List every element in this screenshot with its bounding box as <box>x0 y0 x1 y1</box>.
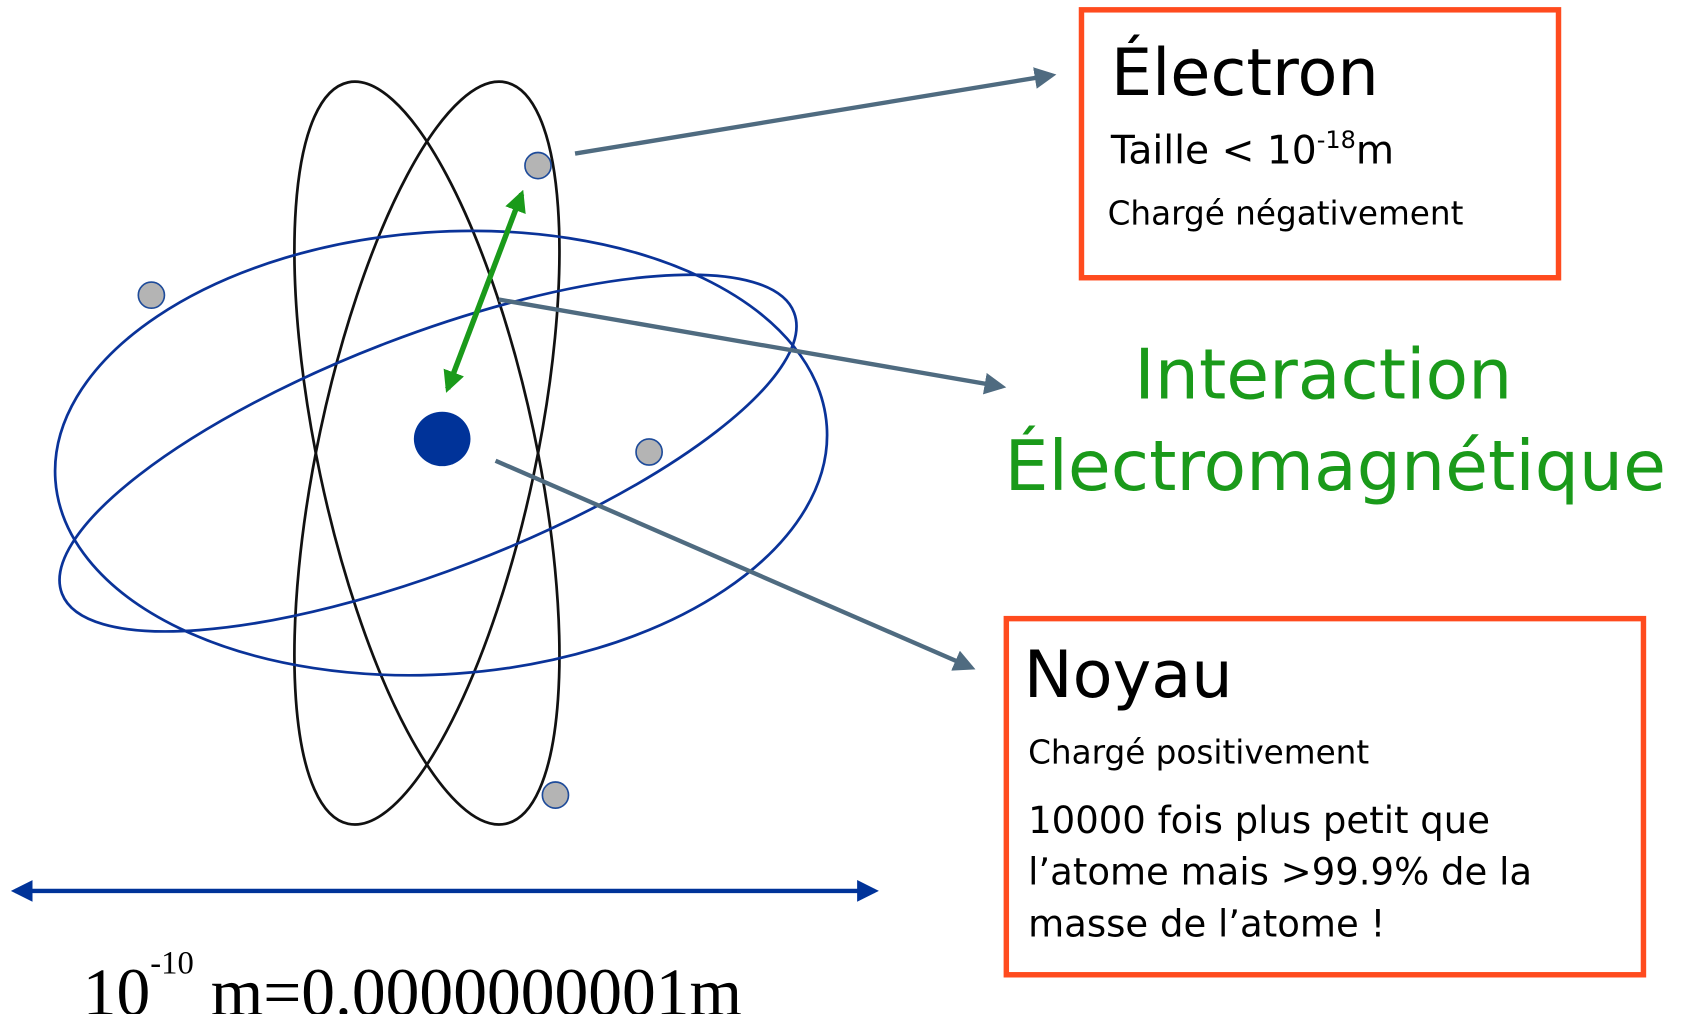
nucleus <box>414 412 471 466</box>
scale-base: 10 <box>83 955 151 1014</box>
nucleus-description: masse de l’atome ! <box>1028 903 1385 946</box>
arrow <box>575 75 1052 153</box>
size-text: Taille < 10 <box>1110 128 1317 173</box>
atom-diagram: Électron Taille < 10-18m Chargé négative… <box>0 0 1699 1014</box>
size-exponent: -18 <box>1317 126 1356 154</box>
size-unit: m <box>1356 128 1394 173</box>
scale-label: 10-10 m=0.0000000001m <box>83 946 742 1014</box>
electron-title: Électron <box>1111 33 1379 111</box>
electron <box>138 282 164 308</box>
nucleus-charge: Chargé positivement <box>1028 733 1369 771</box>
electron-size: Taille < 10-18m <box>1110 126 1394 173</box>
nucleus-description: l’atome mais >99.9% de la <box>1028 850 1532 893</box>
scale-rest: m=0.0000000001m <box>194 955 742 1014</box>
scale-exponent: -10 <box>150 946 194 982</box>
electron <box>636 439 662 465</box>
nucleus-title: Noyau <box>1024 637 1233 713</box>
pointer-arrows <box>496 75 1053 667</box>
arrow <box>499 300 1002 387</box>
page: Électron Taille < 10-18m Chargé négative… <box>0 0 1699 1014</box>
interaction-line: Interaction <box>1134 335 1512 416</box>
interaction-arrow <box>448 194 522 389</box>
interaction-line: Électromagnétique <box>1004 425 1666 507</box>
electron <box>542 782 568 808</box>
arrow <box>496 461 972 668</box>
electrons <box>138 152 662 808</box>
electron <box>525 152 551 178</box>
nucleus-description: 10000 fois plus petit que <box>1028 799 1490 842</box>
electron-charge: Chargé négativement <box>1108 194 1464 232</box>
